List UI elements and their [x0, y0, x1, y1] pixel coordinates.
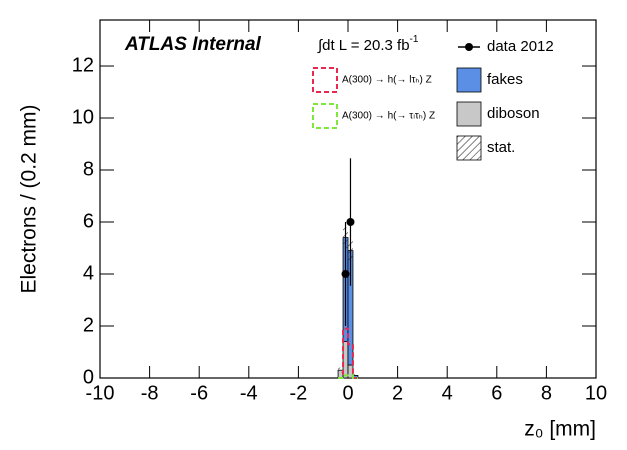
luminosity: ∫dt L = 20.3 fb-1	[317, 34, 419, 54]
y-tick-label: 10	[72, 106, 94, 128]
luminosity-sup: -1	[410, 34, 419, 45]
legend-label: A(300) → h(→ lτₕ) Z	[342, 75, 432, 86]
y-tick-label: 8	[83, 158, 94, 180]
legend-symbol	[465, 43, 473, 51]
y-axis-label: Electrons / (0.2 mm)	[18, 104, 41, 293]
x-tick-label: -4	[240, 382, 258, 404]
luminosity-text: ∫dt L = 20.3 fb	[317, 37, 410, 54]
y-tick-label: 4	[83, 262, 94, 284]
legend-label: diboson	[487, 105, 540, 122]
y-tick-label: 2	[83, 314, 94, 336]
legend-symbol	[312, 67, 338, 93]
y-tick-label: 0	[83, 366, 94, 388]
legend-symbol	[456, 135, 482, 161]
x-tick-label: -8	[141, 382, 159, 404]
x-tick-label: -10	[86, 382, 115, 404]
legend-label: stat.	[487, 139, 515, 156]
x-axis-label: z₀ [mm]	[524, 418, 596, 441]
legend-label: data 2012	[487, 38, 554, 55]
y-tick-label: 12	[72, 54, 94, 76]
legend-label: fakes	[487, 71, 523, 88]
x-tick-label: -2	[290, 382, 308, 404]
x-tick-label: 10	[585, 382, 607, 404]
x-tick-label: 6	[491, 382, 502, 404]
data-point	[346, 218, 355, 227]
y-tick-label: 6	[83, 210, 94, 232]
legend-label: A(300) → h(→ τₗτₕ) Z	[342, 111, 435, 122]
signal-line	[338, 327, 358, 379]
data-point	[341, 270, 350, 279]
signal-line	[338, 374, 358, 379]
chart-title: ATLAS Internal	[124, 34, 262, 55]
x-tick-label: -6	[190, 382, 208, 404]
x-tick-label: 2	[392, 382, 403, 404]
legend-symbol	[312, 103, 338, 129]
legend-symbol	[456, 101, 482, 127]
legend-symbol	[456, 67, 482, 93]
stat-band	[338, 367, 344, 373]
x-tick-label: 4	[442, 382, 453, 404]
x-tick-label: 0	[342, 382, 353, 404]
stat-band	[352, 374, 358, 377]
x-tick-label: 8	[541, 382, 552, 404]
